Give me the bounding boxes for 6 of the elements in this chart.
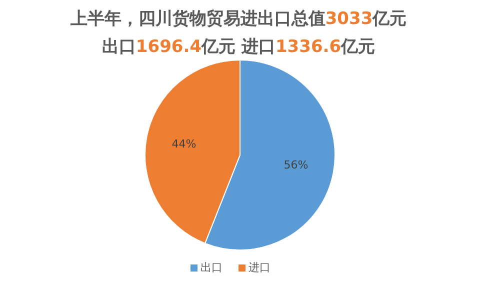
legend-label: 出口 — [200, 261, 222, 274]
data-label: 56% — [284, 158, 308, 172]
data-label: 44% — [172, 137, 196, 150]
chart-title: 上半年，四川货物贸易进出口总值3033亿元 — [69, 9, 407, 29]
legend-label: 进口 — [248, 261, 270, 274]
chart-subtitle: 出口1696.4亿元 进口1336.6亿元 — [102, 37, 376, 57]
